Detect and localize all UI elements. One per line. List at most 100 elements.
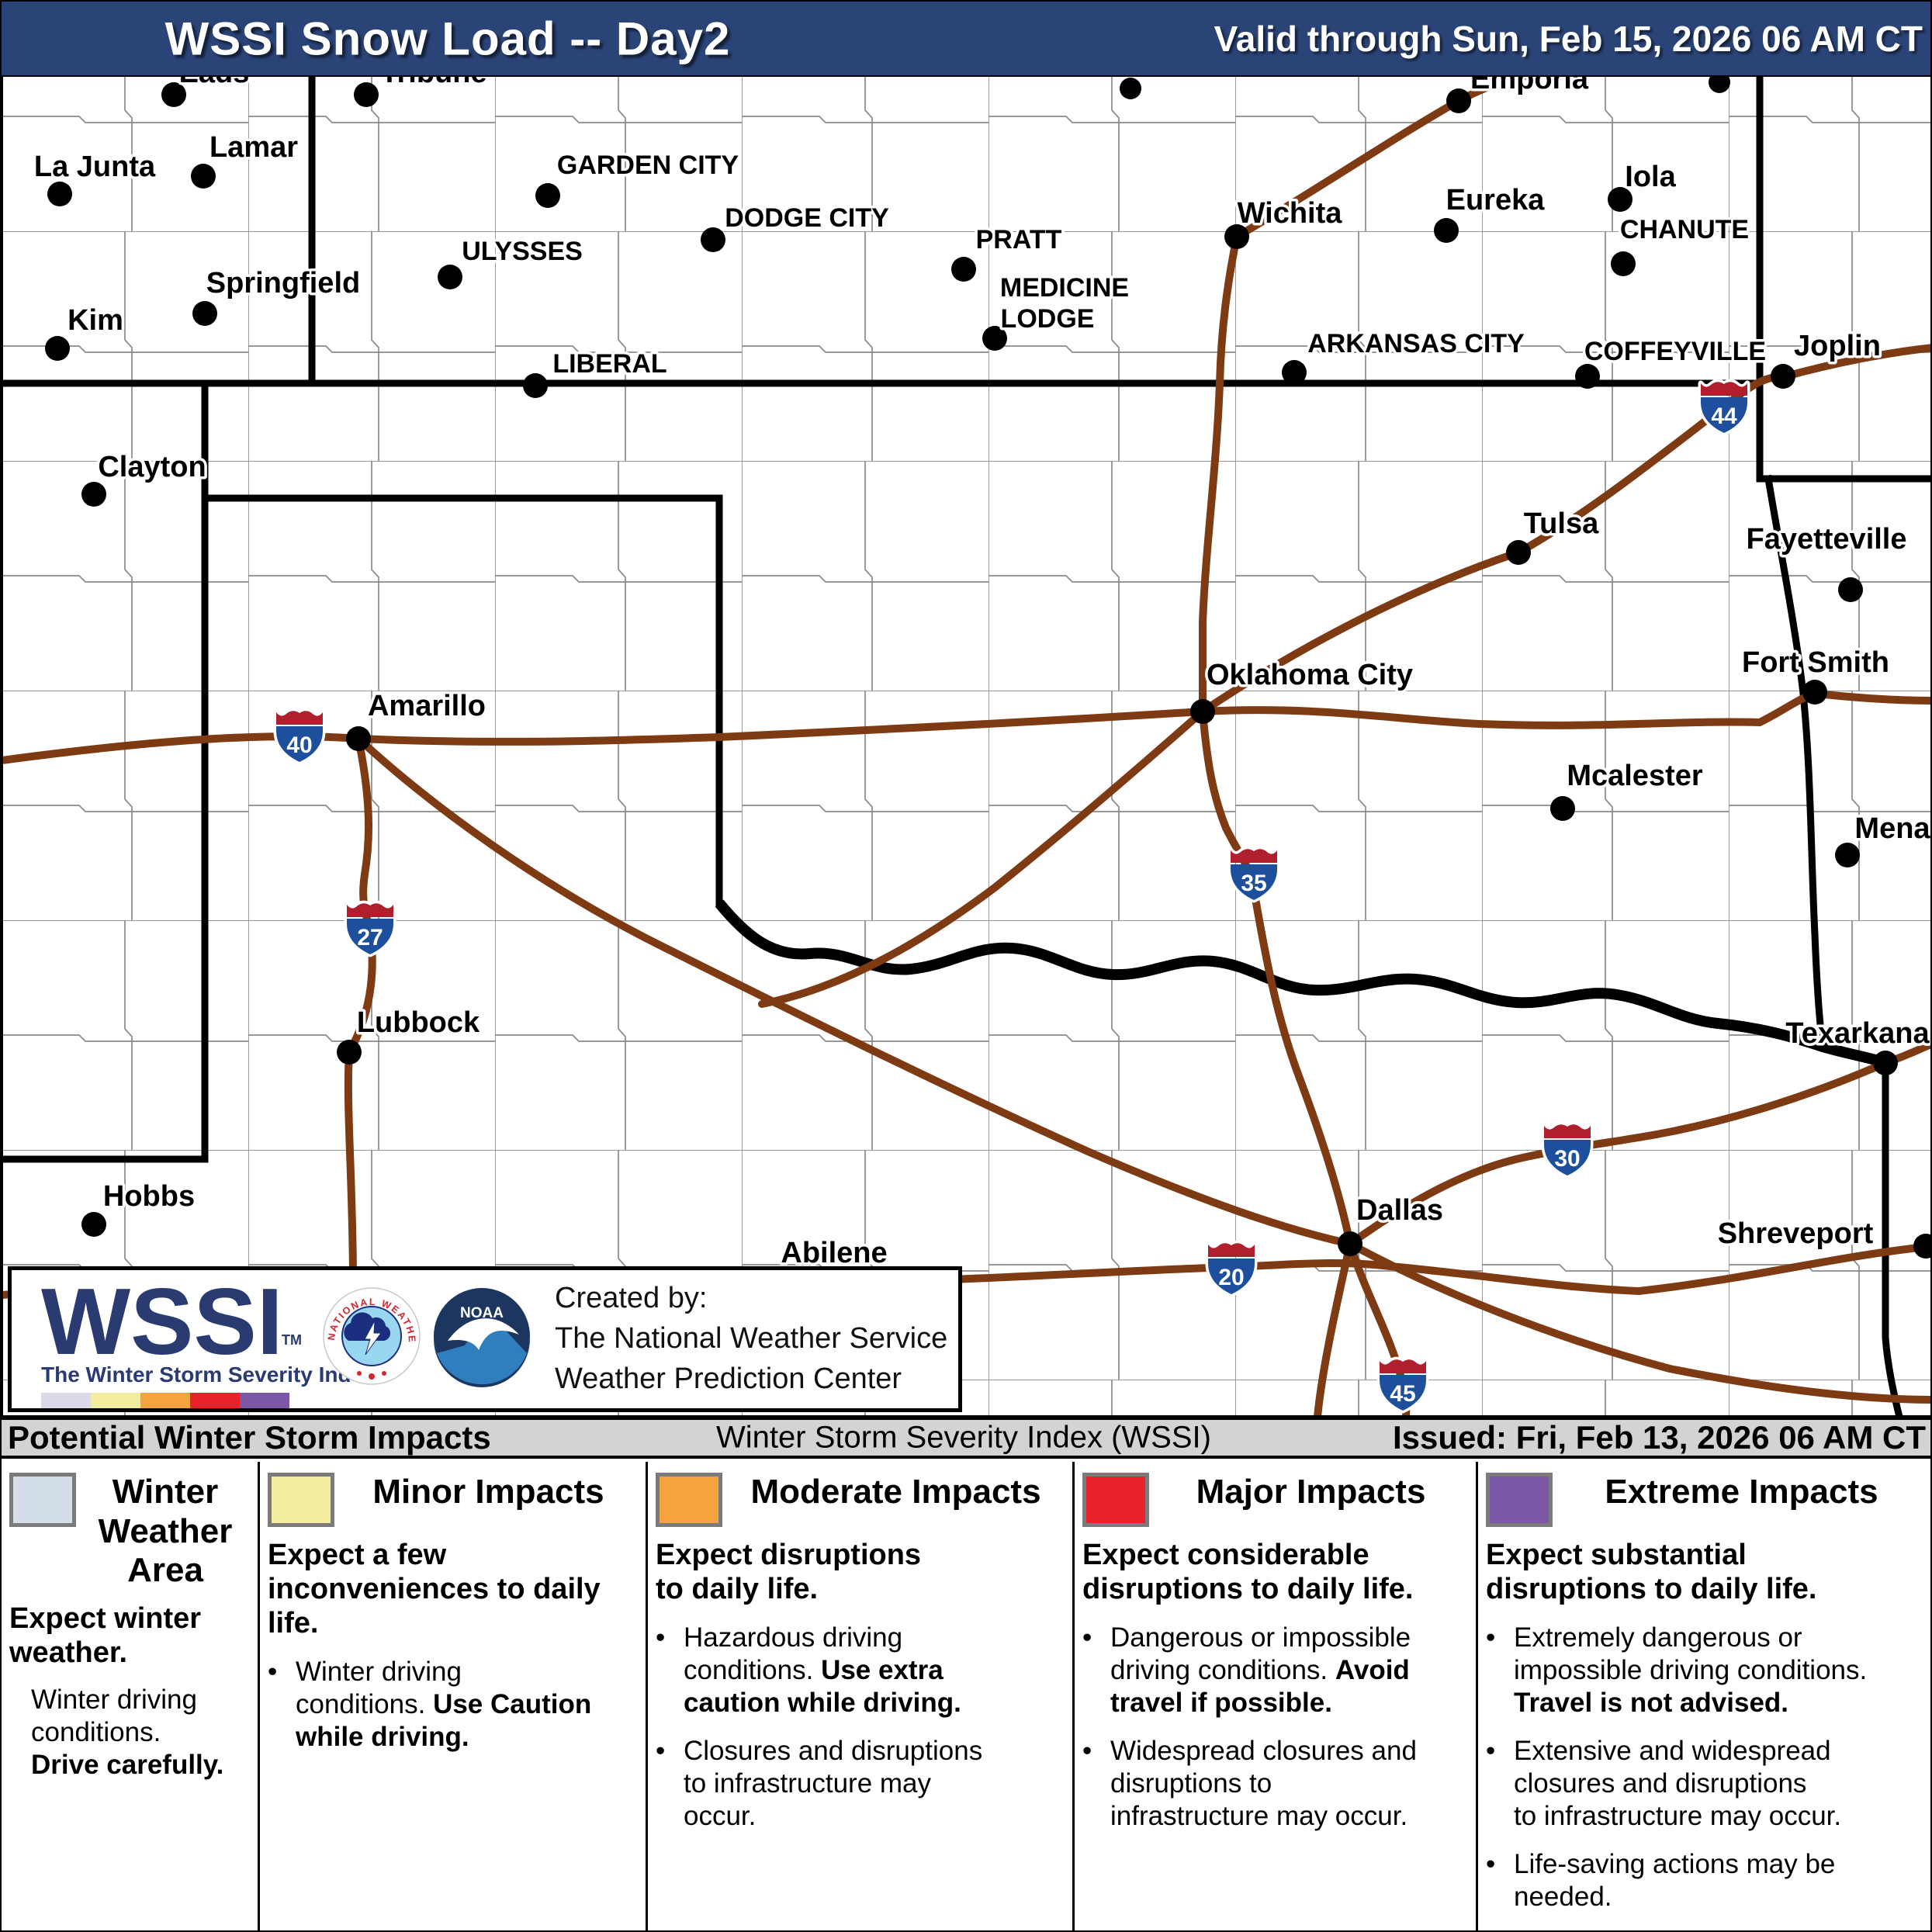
city-label-Abilene: Abilene [781,1237,887,1269]
legend-text-segment: Hazardous driving conditions. [684,1622,903,1686]
city-dot-PRATT [951,257,976,282]
city-label-Eureka: Eureka [1446,184,1546,216]
legend-text-segment: Extremely dangerous or impossible drivin… [1514,1622,1868,1686]
city-label-Eads: Eads [179,75,250,89]
legend-paragraph-winter-weather-area: Winter driving conditions. Drive careful… [31,1684,248,1781]
city-label-Texarkana: Texarkana [1785,1017,1930,1050]
bullet-text: Winter driving conditions. Use Caution w… [296,1656,636,1754]
city-label-DODGE CITY: DODGE CITY [725,203,889,233]
bullet-marker: • [1082,1622,1092,1653]
legend-text-segment: Widespread closures and disruptions to i… [1110,1736,1417,1832]
legend-title-major-impacts: Major Impacts [1196,1473,1426,1511]
bullet-marker: • [1082,1736,1092,1767]
city-dot-ULYSSES [438,265,462,289]
highway-I-27 [344,735,376,1278]
legend-title-winter-weather-area: Winter Weather Area [98,1473,233,1590]
highway-I-35E-south [1314,1240,1354,1421]
red-river-line [715,899,1888,1068]
legend-bullet-extreme-impacts-2: • Life-saving actions may be needed. [1486,1848,1924,1913]
city-dot-Lamar [191,164,216,189]
city-label-CHANUTE: CHANUTE [1620,215,1749,244]
legend-text-segment: Use extra caution while driving. [684,1655,961,1719]
state-border-TX-AR-LA-vertical [1882,1059,1904,1421]
highway-Kansas-Turnpike [1233,66,1561,241]
legend-bullet-extreme-impacts-0: • Extremely dangerous or impossible drivi… [1486,1622,1924,1719]
city-dot-Fort Smith [1802,680,1827,705]
city-label-Oklahoma City: Oklahoma City [1207,659,1413,691]
interstate-shield-30: 30 [1544,1124,1591,1175]
created-by-line2: The National Weather Service [555,1322,947,1355]
city-dot-Fayetteville [1838,577,1863,602]
county-grid [2,75,1930,1417]
legend-text-segment: Drive carefully. [31,1749,224,1780]
legend-swatch-extreme-impacts [1486,1473,1553,1527]
issued-text: Issued: Fri, Feb 13, 2026 06 AM CT [1392,1419,1926,1456]
city-dot-ARKANSAS CITY [1282,360,1307,385]
city-label-ARKANSAS CITY: ARKANSAS CITY [1307,329,1525,358]
city-dot-Kim [45,336,70,361]
strip-segment-1 [91,1393,140,1408]
highway-I-44-northeast [1199,344,1930,715]
highway-I-44-southwest [758,708,1207,1008]
shield-number-30: 30 [1554,1146,1580,1172]
city-dot-Eureka [1434,218,1459,243]
bullet-text: Life-saving actions may be needed. [1514,1848,1924,1913]
city-dot-DODGE CITY [701,227,725,252]
legend-column-minor-impacts: Minor Impacts Expect a few inconveniences… [258,1462,646,1930]
info-bar-subtitle: Winter Storm Severity Index (WSSI) [716,1420,1211,1455]
header-bar: WSSI Snow Load -- Day2 Valid through Sun… [2,2,1930,75]
legend-swatch-winter-weather-area [9,1473,76,1527]
city-label-Dallas: Dallas [1356,1194,1443,1227]
bullet-marker: • [656,1622,666,1653]
state-borders-layer [2,71,1930,1421]
city-label-Springfield: Springfield [206,267,360,299]
city-label-Tribune: Tribune [380,75,486,89]
shield-number-40: 40 [286,732,312,758]
shield-number-44: 44 [1711,403,1737,429]
legend-intro-winter-weather-area: Expect winter weather. [9,1601,202,1669]
highways-layer [2,66,1930,1421]
legend-text-segment: Winter driving conditions. [31,1684,197,1747]
interstate-shield-45: 45 [1380,1359,1426,1411]
legend-swatch-major-impacts [1082,1473,1149,1527]
city-dot-Dallas [1338,1231,1362,1256]
valid-through-text: Valid through Sun, Feb 15, 2026 06 AM CT [1214,18,1923,59]
legend-text-segment: Use Caution while driving. [296,1689,592,1753]
legend-bullet-minor-impacts-0: • Winter driving conditions. Use Caution … [268,1656,636,1754]
city-label-Tulsa: Tulsa [1524,507,1599,540]
city-label-Shreveport: Shreveport [1718,1217,1874,1250]
bullet-text: Hazardous driving conditions. Use extra … [684,1622,1063,1719]
city-label-Kim: Kim [68,304,123,337]
city-dot-MEDICINE [982,326,1007,351]
highway-I-35-south [1199,708,1354,1248]
wssi-logo-text: WSSI [41,1270,283,1374]
legend-intro-minor-impacts: Expect a few inconveniences to daily lif… [268,1539,601,1640]
highway-US-287 [355,735,1354,1248]
city-label-LODGE: LODGE [1001,304,1095,334]
interstate-shields-layer: 44 40 27 35 30 20 45 [276,382,1747,1411]
bullet-marker: • [1486,1622,1496,1653]
legend-title-extreme-impacts: Extreme Impacts [1605,1473,1878,1511]
city-label-Hobbs: Hobbs [103,1180,195,1213]
interstate-shield-27: 27 [347,903,393,954]
legend-title-moderate-impacts: Moderate Impacts [750,1473,1041,1511]
city-dot-Iola [1608,187,1633,212]
legend-swatch-minor-impacts [268,1473,334,1527]
city-label-Fort Smith: Fort Smith [1742,646,1889,679]
nws-logo: NATIONAL WEATHER SERVICE [323,1287,421,1385]
wssi-tagline: The Winter Storm Severity Index [41,1362,376,1387]
created-by-line1: Created by: [555,1282,707,1314]
noaa-sea [437,1328,527,1385]
bullet-marker: • [268,1657,278,1688]
bullet-marker: • [656,1736,666,1767]
legend-bullet-extreme-impacts-1: • Extensive and widespread closures and d… [1486,1735,1924,1833]
interstate-shield-20: 20 [1208,1243,1255,1294]
city-label-Emporia: Emporia [1470,75,1589,95]
city-label-Fayetteville: Fayetteville [1747,523,1907,556]
info-bar: Potential Winter Storm Impacts Winter St… [2,1417,1930,1459]
bullet-marker: • [1486,1849,1496,1880]
city-label-Mcalester: Mcalester [1567,760,1703,792]
state-border-OK-AR-vertical [1764,474,1827,1051]
bullet-text: Extremely dangerous or impossible drivin… [1514,1622,1924,1719]
noaa-text: NOAA [460,1305,504,1321]
